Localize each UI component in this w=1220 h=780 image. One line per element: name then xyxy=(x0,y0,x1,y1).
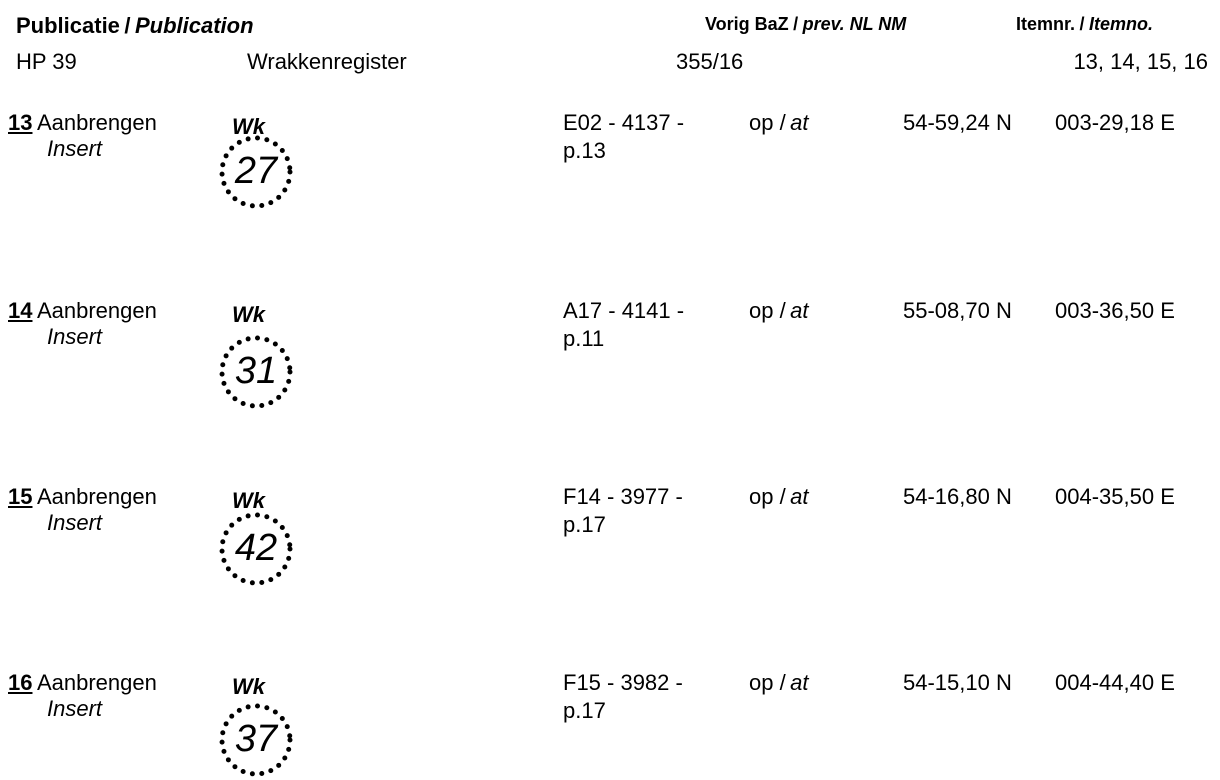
wreck-symbol-number: 37 xyxy=(234,718,278,760)
at-label-en: at xyxy=(790,484,809,509)
itemno-value: 13, 14, 15, 16 xyxy=(1073,49,1208,74)
wreck-symbol-number: 42 xyxy=(234,527,278,569)
item-action-nl: Aanbrengen xyxy=(36,110,157,135)
item-action-en: Insert xyxy=(47,510,103,535)
longitude: 003-29,18 E xyxy=(1055,110,1175,135)
chart-ref: F14 - 3977 - xyxy=(563,484,683,509)
prev-notice-value: 355/16 xyxy=(676,49,744,74)
item-action-nl: Aanbrengen xyxy=(36,298,157,323)
page-ref: p.17 xyxy=(563,512,606,537)
itemno-slash: / xyxy=(1079,14,1085,34)
item-number: 15 xyxy=(8,484,33,509)
prev-notice-slash: / xyxy=(793,14,799,34)
item-action-nl: Aanbrengen xyxy=(36,484,157,509)
publication-value: HP 39 xyxy=(16,49,77,74)
page-ref: p.11 xyxy=(563,326,605,351)
dotted-circle-icon xyxy=(219,335,293,409)
chart-ref: A17 - 4141 - xyxy=(563,298,685,323)
latitude: 54-59,24 N xyxy=(903,110,1012,135)
item-action: 13 Aanbrengen xyxy=(8,110,157,136)
item-number: 13 xyxy=(8,110,33,135)
item-action-en: Insert xyxy=(47,136,103,161)
dotted-circle-icon xyxy=(219,512,293,586)
itemno-heading: Itemnr. / Itemno. xyxy=(1016,14,1153,35)
wreck-symbol-number: 27 xyxy=(234,150,278,192)
longitude: 003-36,50 E xyxy=(1055,298,1175,323)
wreck-symbol-label: Wk xyxy=(232,488,265,513)
page-ref: p.13 xyxy=(563,138,606,163)
register-name: Wrakkenregister xyxy=(247,49,407,74)
chart-ref: F15 - 3982 - xyxy=(563,670,683,695)
item-action: 15 Aanbrengen xyxy=(8,484,157,510)
item-action-en: Insert xyxy=(47,324,103,349)
item-action: 16 Aanbrengen xyxy=(8,670,157,696)
wreck-symbol-label: Wk xyxy=(232,302,265,327)
wreck-symbol-number: 31 xyxy=(234,350,278,392)
longitude: 004-44,40 E xyxy=(1055,670,1175,695)
itemno-label-nl: Itemnr. xyxy=(1016,14,1076,34)
at-label-en: at xyxy=(790,110,809,135)
item-action-en: Insert xyxy=(47,696,103,721)
latitude: 55-08,70 N xyxy=(903,298,1012,323)
item-action: 14 Aanbrengen xyxy=(8,298,157,324)
item-number: 14 xyxy=(8,298,33,323)
at-label-nl: op / xyxy=(749,110,786,135)
at-label: op / at xyxy=(749,110,809,136)
wreck-symbol-label: Wk xyxy=(232,674,265,699)
publication-heading: Publicatie / Publication xyxy=(16,13,254,39)
itemno-label-en: Itemno. xyxy=(1088,14,1153,34)
at-label-en: at xyxy=(790,298,809,323)
page-ref: p.17 xyxy=(563,698,606,723)
at-label: op / at xyxy=(749,670,809,696)
at-label-nl: op / xyxy=(749,298,786,323)
longitude: 004-35,50 E xyxy=(1055,484,1175,509)
publication-label-en: Publication xyxy=(134,13,254,38)
wreck-symbol-label: Wk xyxy=(232,114,265,139)
item-action-nl: Aanbrengen xyxy=(36,670,157,695)
dotted-circle-icon xyxy=(219,703,293,777)
at-label-nl: op / xyxy=(749,670,786,695)
prev-notice-label-en: prev. NL NM xyxy=(802,14,907,34)
at-label-nl: op / xyxy=(749,484,786,509)
publication-slash: / xyxy=(124,13,131,38)
prev-notice-label-nl: Vorig BaZ xyxy=(705,14,789,34)
publication-label-nl: Publicatie xyxy=(16,13,120,38)
latitude: 54-16,80 N xyxy=(903,484,1012,509)
at-label-en: at xyxy=(790,670,809,695)
at-label: op / at xyxy=(749,484,809,510)
chart-ref: E02 - 4137 - xyxy=(563,110,685,135)
item-number: 16 xyxy=(8,670,33,695)
latitude: 54-15,10 N xyxy=(903,670,1012,695)
prev-notice-heading: Vorig BaZ / prev. NL NM xyxy=(705,14,906,35)
dotted-circle-icon xyxy=(219,135,293,209)
at-label: op / at xyxy=(749,298,809,324)
